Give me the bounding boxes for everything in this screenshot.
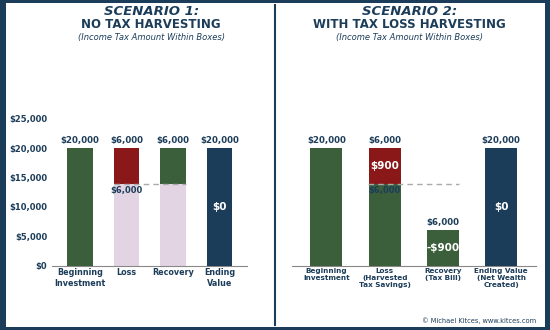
Text: $6,000: $6,000: [111, 186, 143, 195]
Text: $6,000: $6,000: [368, 136, 402, 145]
Text: SCENARIO 2:: SCENARIO 2:: [362, 5, 457, 18]
Bar: [114, 148, 139, 183]
Bar: [485, 148, 518, 266]
Text: $900: $900: [370, 161, 399, 171]
Text: WITH TAX LOSS HARVESTING: WITH TAX LOSS HARVESTING: [314, 18, 506, 31]
Bar: [67, 148, 93, 266]
Text: $6,000: $6,000: [368, 186, 401, 195]
Text: $6,000: $6,000: [426, 218, 459, 227]
Text: $6,000: $6,000: [110, 136, 143, 145]
Bar: [368, 183, 401, 266]
Text: $20,000: $20,000: [200, 136, 239, 145]
Text: NO TAX HARVESTING: NO TAX HARVESTING: [81, 18, 221, 31]
Text: SCENARIO 1:: SCENARIO 1:: [104, 5, 199, 18]
Text: -$900: -$900: [426, 243, 460, 253]
Text: (Income Tax Amount Within Boxes): (Income Tax Amount Within Boxes): [78, 33, 225, 42]
Text: © Michael Kitces, www.kitces.com: © Michael Kitces, www.kitces.com: [422, 317, 536, 324]
Bar: [207, 148, 233, 266]
Text: $6,000: $6,000: [157, 136, 190, 145]
Text: (Income Tax Amount Within Boxes): (Income Tax Amount Within Boxes): [336, 33, 483, 42]
Text: $20,000: $20,000: [60, 136, 100, 145]
Bar: [368, 148, 401, 183]
Bar: [427, 230, 459, 266]
Text: $0: $0: [212, 202, 227, 212]
Text: $0: $0: [494, 202, 509, 212]
Bar: [310, 148, 343, 266]
Bar: [161, 148, 186, 183]
Bar: [114, 148, 139, 266]
Text: $20,000: $20,000: [307, 136, 346, 145]
Text: $20,000: $20,000: [482, 136, 521, 145]
Bar: [161, 148, 186, 266]
